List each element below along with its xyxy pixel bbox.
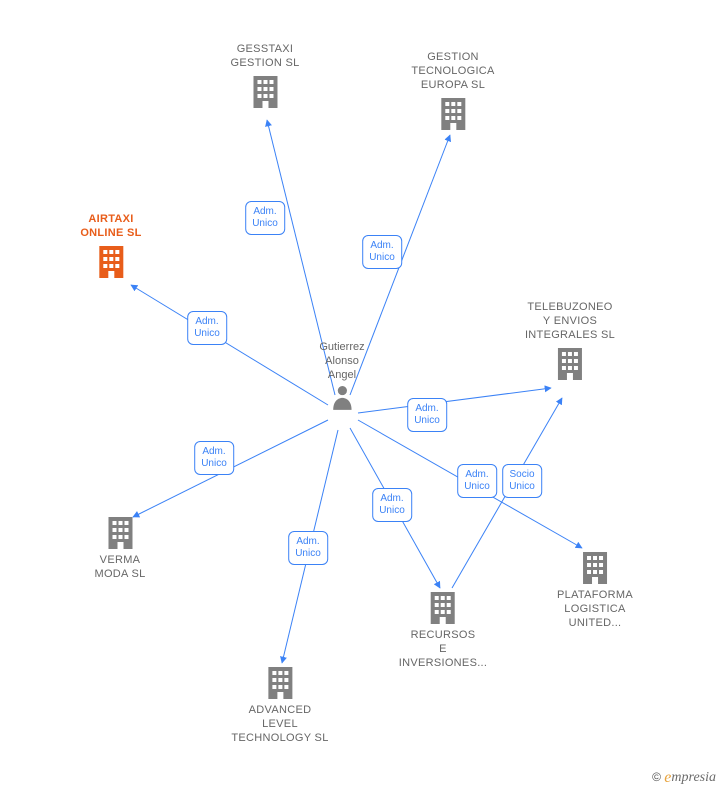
building-icon [96, 244, 126, 278]
company-label: ADVANCED LEVEL TECHNOLOGY SL [231, 703, 328, 745]
company-label: PLATAFORMA LOGISTICA UNITED... [557, 588, 633, 630]
edge-label: Socio Unico [502, 464, 542, 498]
edge-label: Adm. Unico [288, 531, 328, 565]
building-icon [265, 665, 295, 699]
company-node-telebuzoneo[interactable]: TELEBUZONEO Y ENVIOS INTEGRALES SL [525, 300, 615, 380]
building-icon [555, 346, 585, 380]
edge-line [358, 388, 551, 413]
company-node-gestion-tec[interactable]: GESTION TECNOLOGICA EUROPA SL [411, 50, 494, 130]
copyright-symbol: © [652, 770, 661, 784]
company-node-recursos[interactable]: RECURSOS E INVERSIONES... [399, 590, 488, 670]
building-icon [580, 550, 610, 584]
building-icon [428, 590, 458, 624]
edge-label: Adm. Unico [194, 441, 234, 475]
building-icon [438, 96, 468, 130]
footer-attribution: © empresia [652, 769, 716, 787]
company-label: AIRTAXI ONLINE SL [80, 212, 141, 240]
edge-line [131, 285, 328, 405]
edge-label: Adm. Unico [457, 464, 497, 498]
center-label: Gutierrez Alonso Angel [319, 340, 364, 382]
company-node-plataforma[interactable]: PLATAFORMA LOGISTICA UNITED... [557, 550, 633, 630]
building-icon [105, 515, 135, 549]
edge-label: Adm. Unico [372, 488, 412, 522]
edge-label: Adm. Unico [187, 311, 227, 345]
center-person-node[interactable]: Gutierrez Alonso Angel [319, 340, 364, 410]
company-label: RECURSOS E INVERSIONES... [399, 628, 488, 670]
edge-label: Adm. Unico [362, 235, 402, 269]
company-node-verma[interactable]: VERMA MODA SL [94, 515, 145, 581]
company-node-airtaxi[interactable]: AIRTAXI ONLINE SL [80, 212, 141, 278]
company-node-gesstaxi[interactable]: GESSTAXI GESTION SL [230, 42, 299, 108]
company-label: GESSTAXI GESTION SL [230, 42, 299, 70]
building-icon [250, 74, 280, 108]
company-node-advanced[interactable]: ADVANCED LEVEL TECHNOLOGY SL [231, 665, 328, 745]
edge-label: Adm. Unico [407, 398, 447, 432]
person-icon [331, 384, 353, 410]
company-label: VERMA MODA SL [94, 553, 145, 581]
company-label: GESTION TECNOLOGICA EUROPA SL [411, 50, 494, 92]
company-label: TELEBUZONEO Y ENVIOS INTEGRALES SL [525, 300, 615, 342]
brand-logo-rest: mpresia [671, 770, 716, 785]
edge-label: Adm. Unico [245, 201, 285, 235]
diagram-canvas: GESSTAXI GESTION SL GESTION TECNOLOGICA … [0, 0, 728, 795]
